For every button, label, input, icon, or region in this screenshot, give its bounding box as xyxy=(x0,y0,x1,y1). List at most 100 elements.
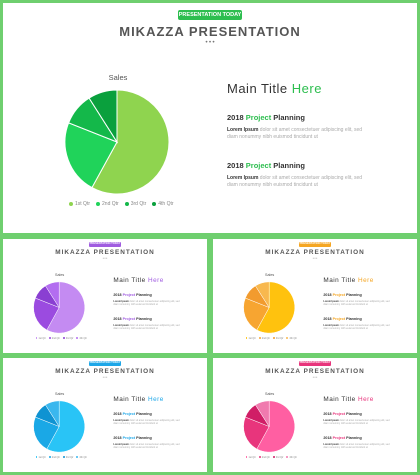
sales-pie-chart xyxy=(33,281,86,334)
chart-legend: 1st Qtr 2nd Qtr 3rd Qtr 4th Qtr xyxy=(35,455,87,459)
section-heading: 2018 Project Planning xyxy=(227,113,305,122)
section-lead: Lorem Ipsum xyxy=(323,323,339,327)
section-lead: Lorem Ipsum xyxy=(323,419,339,423)
section-body: Lorem Ipsum dolor sit amet consectetuer … xyxy=(323,324,391,331)
section-text: dolor sit amet consectetuer adipiscing e… xyxy=(227,127,364,140)
legend-label: 1st Qtr xyxy=(248,336,256,340)
legend-label: 2nd Qtr xyxy=(261,455,270,459)
legend-item: 2nd Qtr xyxy=(258,455,270,459)
legend-label: 2nd Qtr xyxy=(51,336,60,340)
legend-label: 2nd Qtr xyxy=(51,455,60,459)
section-heading: 2018 Project Planning xyxy=(323,412,361,416)
legend-label: 4th Qtr xyxy=(289,336,297,340)
slide-2[interactable]: PRESENTATION TODAY MIKAZZA PRESENTATION ••… xyxy=(3,239,207,353)
section-rest: Planning xyxy=(345,435,362,440)
section-year: 2018 xyxy=(323,435,333,440)
legend-swatch xyxy=(272,337,275,340)
pie-slice-2nd-qtr xyxy=(243,297,270,331)
legend-label: 2nd Qtr xyxy=(261,336,270,340)
section-lead: Lorem Ipsum xyxy=(113,442,129,446)
section-lead: Lorem Ipsum xyxy=(323,442,339,446)
section-highlight: Project xyxy=(332,412,346,417)
pie-slice-4th-qtr xyxy=(255,400,270,428)
presentation-title: MIKAZZA PRESENTATION xyxy=(55,368,155,376)
chart-legend: 1st Qtr 2nd Qtr 3rd Qtr 4th Qtr xyxy=(245,336,297,340)
section-rest: Planning xyxy=(271,161,305,170)
section-highlight: Project xyxy=(245,113,272,122)
pie-slice-1st-qtr xyxy=(46,281,86,334)
section-heading: 2018 Project Planning xyxy=(323,293,361,297)
legend-item: 2nd Qtr xyxy=(96,201,119,207)
legend-swatch xyxy=(62,337,65,340)
section-rest: Planning xyxy=(345,316,362,321)
legend-item: 2nd Qtr xyxy=(258,336,270,340)
section-highlight: Project xyxy=(122,293,136,298)
chart-legend: 1st Qtr 2nd Qtr 3rd Qtr 4th Qtr xyxy=(35,336,87,340)
section-year: 2018 xyxy=(113,293,123,298)
section-text: dolor sit amet consectetuer adipiscing e… xyxy=(113,442,181,450)
pie-slice-4th-qtr xyxy=(45,400,60,428)
legend-item: 2nd Qtr xyxy=(48,336,60,340)
slide-4[interactable]: PRESENTATION TODAY MIKAZZA PRESENTATION ••… xyxy=(3,358,207,472)
section-lead: Lorem Ipsum xyxy=(227,127,259,133)
chart-title: Sales xyxy=(108,73,128,82)
section-year: 2018 xyxy=(113,435,123,440)
legend-item: 1st Qtr xyxy=(35,456,46,459)
legend-item: 4th Qtr xyxy=(152,201,174,207)
legend-swatch xyxy=(245,456,248,459)
legend-swatch xyxy=(69,202,73,206)
main-title: Main Title Here xyxy=(323,396,373,403)
legend-swatch xyxy=(124,202,129,206)
section-rest: Planning xyxy=(135,435,152,440)
section-heading: 2018 Project Planning xyxy=(113,436,151,440)
section-highlight: Project xyxy=(332,293,346,298)
legend-swatch xyxy=(286,456,289,459)
slide-5[interactable]: PRESENTATION TODAY MIKAZZA PRESENTATION ••… xyxy=(213,358,417,472)
legend-item: 4th Qtr xyxy=(76,456,87,459)
legend-swatch xyxy=(286,337,289,340)
main-title-text: Main Title xyxy=(323,396,358,404)
legend-item: 2nd Qtr xyxy=(48,455,60,459)
pie-slice-4th-qtr xyxy=(255,281,270,309)
legend-item: 1st Qtr xyxy=(245,456,256,459)
chart-title: Sales xyxy=(265,273,275,278)
pie-slice-2nd-qtr xyxy=(33,416,60,450)
section-year: 2018 xyxy=(227,161,246,170)
main-title-highlight: Here xyxy=(148,396,164,404)
chart-legend: 1st Qtr 2nd Qtr 3rd Qtr 4th Qtr xyxy=(245,455,297,459)
legend-swatch xyxy=(96,202,101,206)
legend-label: 3rd Qtr xyxy=(65,455,74,459)
section-text: dolor sit amet consectetuer adipiscing e… xyxy=(113,323,181,331)
section-rest: Planning xyxy=(345,412,362,417)
legend-swatch xyxy=(48,337,51,340)
section-lead: Lorem Ipsum xyxy=(113,300,129,304)
section-text: dolor sit amet consectetuer adipiscing e… xyxy=(323,442,391,450)
slide-1[interactable]: PRESENTATION TODAY MIKAZZA PRESENTATION ••… xyxy=(3,3,417,233)
pie-slice-1st-qtr xyxy=(256,400,296,453)
legend-label: 3rd Qtr xyxy=(130,201,147,207)
section-lead: Lorem Ipsum xyxy=(113,323,129,327)
section-year: 2018 xyxy=(323,316,333,321)
presentation-title: MIKAZZA PRESENTATION xyxy=(55,249,155,257)
presentation-title: MIKAZZA PRESENTATION xyxy=(119,24,301,39)
presentation-title: MIKAZZA PRESENTATION xyxy=(265,249,365,257)
pie-slice-2nd-qtr xyxy=(33,297,60,331)
section-rest: Planning xyxy=(271,113,305,122)
section-heading: 2018 Project Planning xyxy=(227,161,305,170)
pie-slice-1st-qtr xyxy=(256,281,296,334)
legend-item: 1st Qtr xyxy=(245,336,256,340)
sales-pie-chart xyxy=(33,400,86,453)
legend-label: 3rd Qtr xyxy=(65,336,74,340)
section-body: Lorem Ipsum dolor sit amet consectetuer … xyxy=(227,127,365,141)
main-title: Main Title Here xyxy=(113,277,163,284)
section-body: Lorem Ipsum dolor sit amet consectetuer … xyxy=(113,443,181,450)
section-body: Lorem Ipsum dolor sit amet consectetuer … xyxy=(113,300,181,307)
title-dots: ••• xyxy=(312,256,318,261)
main-title-highlight: Here xyxy=(148,277,164,285)
legend-swatch xyxy=(35,337,38,340)
main-title: Main Title Here xyxy=(113,396,163,403)
legend-item: 1st Qtr xyxy=(35,337,46,340)
section-body: Lorem Ipsum dolor sit amet consectetuer … xyxy=(227,175,365,189)
legend-item: 3rd Qtr xyxy=(272,337,283,340)
slide-3[interactable]: PRESENTATION TODAY MIKAZZA PRESENTATION ••… xyxy=(213,239,417,353)
